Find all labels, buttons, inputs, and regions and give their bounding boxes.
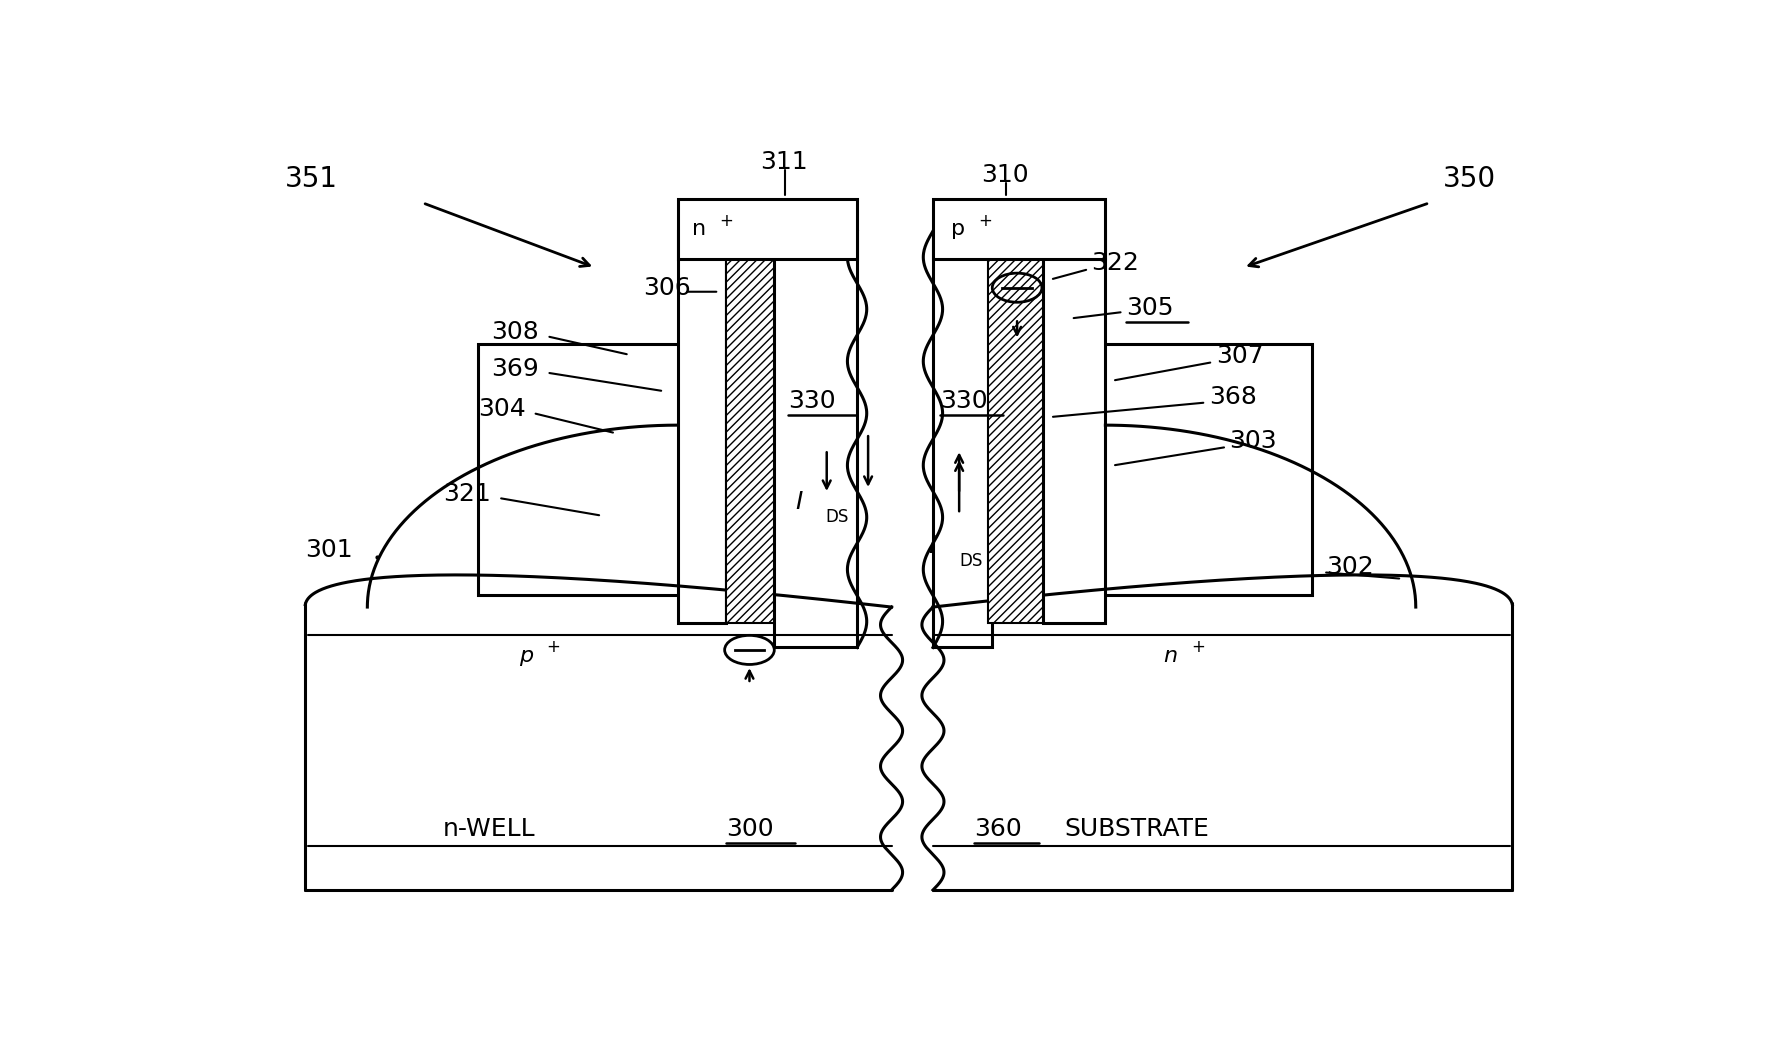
Bar <box>678 198 858 259</box>
Text: p: p <box>520 646 534 666</box>
Text: 368: 368 <box>1209 385 1257 408</box>
Bar <box>933 198 1105 259</box>
Bar <box>726 259 774 624</box>
Bar <box>1102 344 1312 595</box>
Text: p: p <box>951 219 965 239</box>
Text: 322: 322 <box>1091 251 1139 275</box>
Text: 350: 350 <box>1444 165 1497 192</box>
Text: n-WELL: n-WELL <box>443 817 536 841</box>
Text: n: n <box>1164 646 1177 666</box>
Bar <box>477 344 682 595</box>
Text: 304: 304 <box>477 397 525 421</box>
Text: DS: DS <box>959 552 983 570</box>
Bar <box>774 231 858 648</box>
Text: 308: 308 <box>491 320 539 344</box>
Bar <box>988 259 1043 624</box>
Bar <box>678 231 726 624</box>
Text: n: n <box>691 219 705 239</box>
Text: 302: 302 <box>1326 554 1374 579</box>
Text: 303: 303 <box>1230 429 1278 454</box>
Text: +: + <box>979 212 991 230</box>
Text: 330: 330 <box>789 388 837 413</box>
Text: 360: 360 <box>974 817 1022 841</box>
Text: 300: 300 <box>726 817 774 841</box>
Text: 321: 321 <box>443 482 491 506</box>
Text: 305: 305 <box>1127 296 1173 320</box>
Bar <box>933 231 991 648</box>
Text: 369: 369 <box>491 357 539 380</box>
Text: +: + <box>1191 638 1205 656</box>
Text: +: + <box>546 638 561 656</box>
Text: 306: 306 <box>643 276 691 299</box>
Text: 310: 310 <box>981 163 1029 187</box>
Text: 330: 330 <box>940 388 988 413</box>
Bar <box>1043 231 1105 624</box>
Text: 351: 351 <box>285 165 338 192</box>
Text: 307: 307 <box>1216 344 1264 369</box>
Text: 301: 301 <box>306 539 352 563</box>
Text: 311: 311 <box>760 150 808 174</box>
Text: DS: DS <box>826 507 849 525</box>
Text: I: I <box>929 534 936 559</box>
Text: I: I <box>796 490 803 513</box>
Text: SUBSTRATE: SUBSTRATE <box>1064 817 1209 841</box>
Text: +: + <box>719 212 733 230</box>
